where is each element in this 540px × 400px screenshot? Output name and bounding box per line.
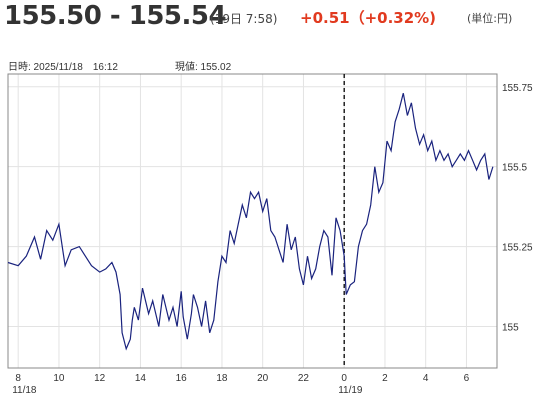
plot-frame	[7, 73, 498, 369]
quote-time: (19日 7:58)	[210, 12, 278, 26]
x-tick-label: 8	[15, 373, 21, 384]
unit-label: (単位:円)	[467, 12, 513, 25]
current-value-label: 現値: 155.02	[175, 62, 232, 73]
x-tick-label: 18	[216, 373, 228, 384]
quote-header: 155.50 - 155.54 (19日 7:58) +0.51（+0.32%)…	[0, 0, 540, 40]
y-tick-label: 155.25	[502, 243, 533, 254]
x-date-label: 11/19	[338, 385, 363, 396]
grid-lines	[8, 74, 497, 368]
x-tick-label: 2	[382, 373, 388, 384]
x-tick-label: 6	[464, 373, 470, 384]
x-tick-label: 12	[94, 373, 106, 384]
price-change: +0.51（+0.32%)	[300, 9, 437, 27]
x-axis: 811/18 10 12 14 16 18 20 22 011/19 2 4 6	[12, 373, 469, 396]
x-tick-label: 22	[298, 373, 310, 384]
x-tick-label: 16	[176, 373, 188, 384]
x-tick-label: 4	[423, 373, 429, 384]
x-tick-label: 0	[341, 373, 347, 384]
y-tick-label: 155.75	[502, 83, 533, 94]
y-axis: 155 155.25 155.5 155.75	[502, 83, 533, 334]
y-tick-label: 155.5	[502, 163, 527, 174]
x-date-label: 11/18	[12, 385, 37, 396]
price-range: 155.50 - 155.54	[4, 1, 227, 31]
price-series-line	[7, 93, 494, 351]
x-tick-label: 14	[135, 373, 147, 384]
y-tick-label: 155	[502, 322, 519, 333]
x-tick-label: 20	[257, 373, 269, 384]
datetime-label: 日時: 2025/11/18 16:12	[8, 62, 118, 73]
x-tick-label: 10	[53, 373, 65, 384]
